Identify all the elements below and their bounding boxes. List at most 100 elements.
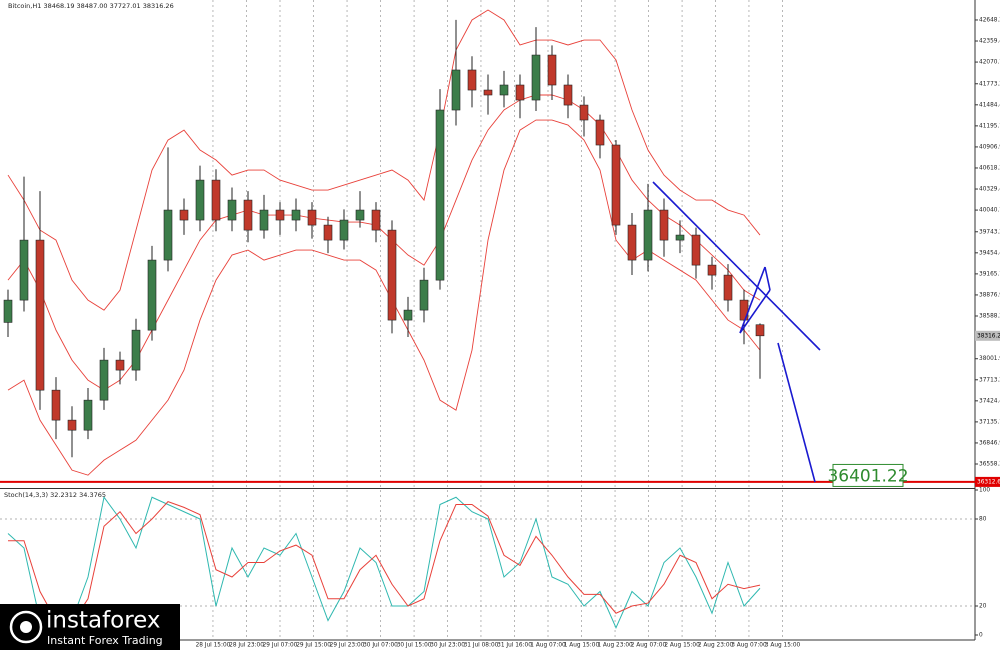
x-tick-label: 1 Aug 07:00 bbox=[530, 643, 566, 649]
candle-body bbox=[723, 274, 733, 301]
candle-body bbox=[227, 199, 237, 221]
candle-body bbox=[179, 209, 189, 221]
candle-body bbox=[211, 179, 221, 221]
candle-body bbox=[307, 209, 317, 226]
y-tick-label: 40906.95 bbox=[979, 144, 1000, 150]
x-tick-label: 3 Aug 15:00 bbox=[765, 643, 801, 649]
candle-body bbox=[531, 54, 541, 101]
candle-body bbox=[451, 69, 461, 111]
y-tick-label: 39454.45 bbox=[979, 250, 1000, 256]
candle-body bbox=[691, 234, 701, 266]
x-tick-label: 30 Jul 07:00 bbox=[363, 643, 398, 649]
indicator-title: Stoch(14,3,3) 32.2312 34.3765 bbox=[4, 491, 106, 499]
x-tick-label: 2 Aug 15:00 bbox=[664, 643, 700, 649]
y-tick-label: 40618.20 bbox=[979, 165, 1000, 171]
x-tick-label: 30 Jul 15:00 bbox=[397, 643, 432, 649]
candle-body bbox=[595, 119, 605, 146]
candle-body bbox=[403, 309, 413, 321]
candle-body bbox=[643, 209, 653, 261]
candle-body bbox=[483, 89, 493, 96]
candle-body bbox=[499, 84, 509, 96]
x-tick-label: 28 Jul 23:00 bbox=[229, 643, 264, 649]
x-tick-label: 30 Jul 23:00 bbox=[430, 643, 465, 649]
x-tick-label: 2 Aug 23:00 bbox=[698, 643, 734, 649]
trend-lines bbox=[652, 181, 821, 483]
candle-body bbox=[323, 224, 333, 241]
candle-body bbox=[435, 109, 445, 281]
candle-body bbox=[659, 209, 669, 241]
x-tick-label: 1 Aug 23:00 bbox=[597, 643, 633, 649]
y-tick-label: 37424.45 bbox=[979, 398, 1000, 404]
x-tick-label: 29 Jul 23:00 bbox=[330, 643, 365, 649]
projection-line bbox=[777, 342, 816, 483]
candle-body bbox=[147, 259, 157, 331]
last-price-label: 38316.26 bbox=[977, 333, 1000, 339]
y-tick-label: 41773.20 bbox=[979, 81, 1000, 87]
logo-icon bbox=[9, 610, 43, 644]
candle-body bbox=[355, 209, 365, 221]
y-tick-label: 37713.20 bbox=[979, 377, 1000, 383]
candle-body bbox=[707, 264, 717, 276]
candle-body bbox=[563, 84, 573, 106]
x-tick-label: 29 Jul 15:00 bbox=[296, 643, 331, 649]
y-tick-label: 39743.20 bbox=[979, 229, 1000, 235]
trend-line bbox=[652, 181, 821, 351]
y-tick-label: 42359.45 bbox=[979, 39, 1000, 45]
candle-body bbox=[675, 234, 685, 241]
y-tick-label: 41195.70 bbox=[979, 123, 1000, 129]
target-box bbox=[832, 463, 904, 487]
candle-body bbox=[515, 84, 525, 101]
y-tick-label: 40329.45 bbox=[979, 187, 1000, 193]
stoch-line bbox=[8, 501, 761, 624]
y-tick-label: 100 bbox=[979, 488, 990, 494]
candle-body bbox=[275, 209, 285, 221]
flag-line bbox=[764, 266, 771, 291]
logo-icon bbox=[20, 621, 32, 633]
bollinger-band bbox=[7, 9, 761, 311]
candle-body bbox=[243, 199, 253, 231]
candle-body bbox=[83, 399, 93, 431]
y-tick-label: 38001.95 bbox=[979, 356, 1000, 362]
candle-body bbox=[131, 329, 141, 371]
candle-body bbox=[467, 69, 477, 91]
candle-body bbox=[99, 359, 109, 401]
watermark: instaforex Instant Forex Trading bbox=[0, 604, 180, 650]
candle-body bbox=[387, 229, 397, 321]
flag-line bbox=[739, 289, 771, 334]
candle-body bbox=[547, 54, 557, 86]
y-tick-label: 37135.70 bbox=[979, 419, 1000, 425]
last-price-box bbox=[975, 330, 1000, 341]
x-tick-label: 29 Jul 07:00 bbox=[263, 643, 298, 649]
candle-body bbox=[67, 419, 77, 431]
candle-body bbox=[195, 179, 205, 221]
candle-body bbox=[419, 279, 429, 311]
candle-body bbox=[35, 239, 45, 391]
x-tick-label: 31 Jul 16:00 bbox=[497, 643, 532, 649]
y-tick-label: 42070.70 bbox=[979, 60, 1000, 66]
level-price-box bbox=[975, 476, 1000, 487]
x-tick-label: 2 Aug 07:00 bbox=[631, 643, 667, 649]
y-tick-label: 38876.95 bbox=[979, 292, 1000, 298]
level-price-label: 36312.63 bbox=[977, 479, 1000, 485]
y-tick-label: 20 bbox=[979, 604, 987, 610]
brand: instaforex bbox=[46, 608, 161, 634]
flag-line bbox=[739, 266, 766, 334]
x-tick-label: 3 Aug 07:00 bbox=[731, 643, 767, 649]
candle-body bbox=[627, 224, 637, 261]
x-tick-label: 1 Aug 15:00 bbox=[564, 643, 600, 649]
y-tick-label: 36558.20 bbox=[979, 461, 1000, 467]
x-tick-label: 31 Jul 08:00 bbox=[464, 643, 499, 649]
y-tick-label: 0 bbox=[979, 633, 983, 639]
candle-body bbox=[51, 389, 61, 421]
y-tick-label: 36846.95 bbox=[979, 440, 1000, 446]
candle-body bbox=[611, 144, 621, 226]
candle-body bbox=[163, 209, 173, 261]
y-tick-label: 38588.20 bbox=[979, 313, 1000, 319]
y-tick-label: 39165.70 bbox=[979, 271, 1000, 277]
symbol-header: Bitcoin,H1 38468.19 38487.00 37727.01 38… bbox=[8, 2, 174, 10]
candle-body bbox=[3, 299, 13, 323]
